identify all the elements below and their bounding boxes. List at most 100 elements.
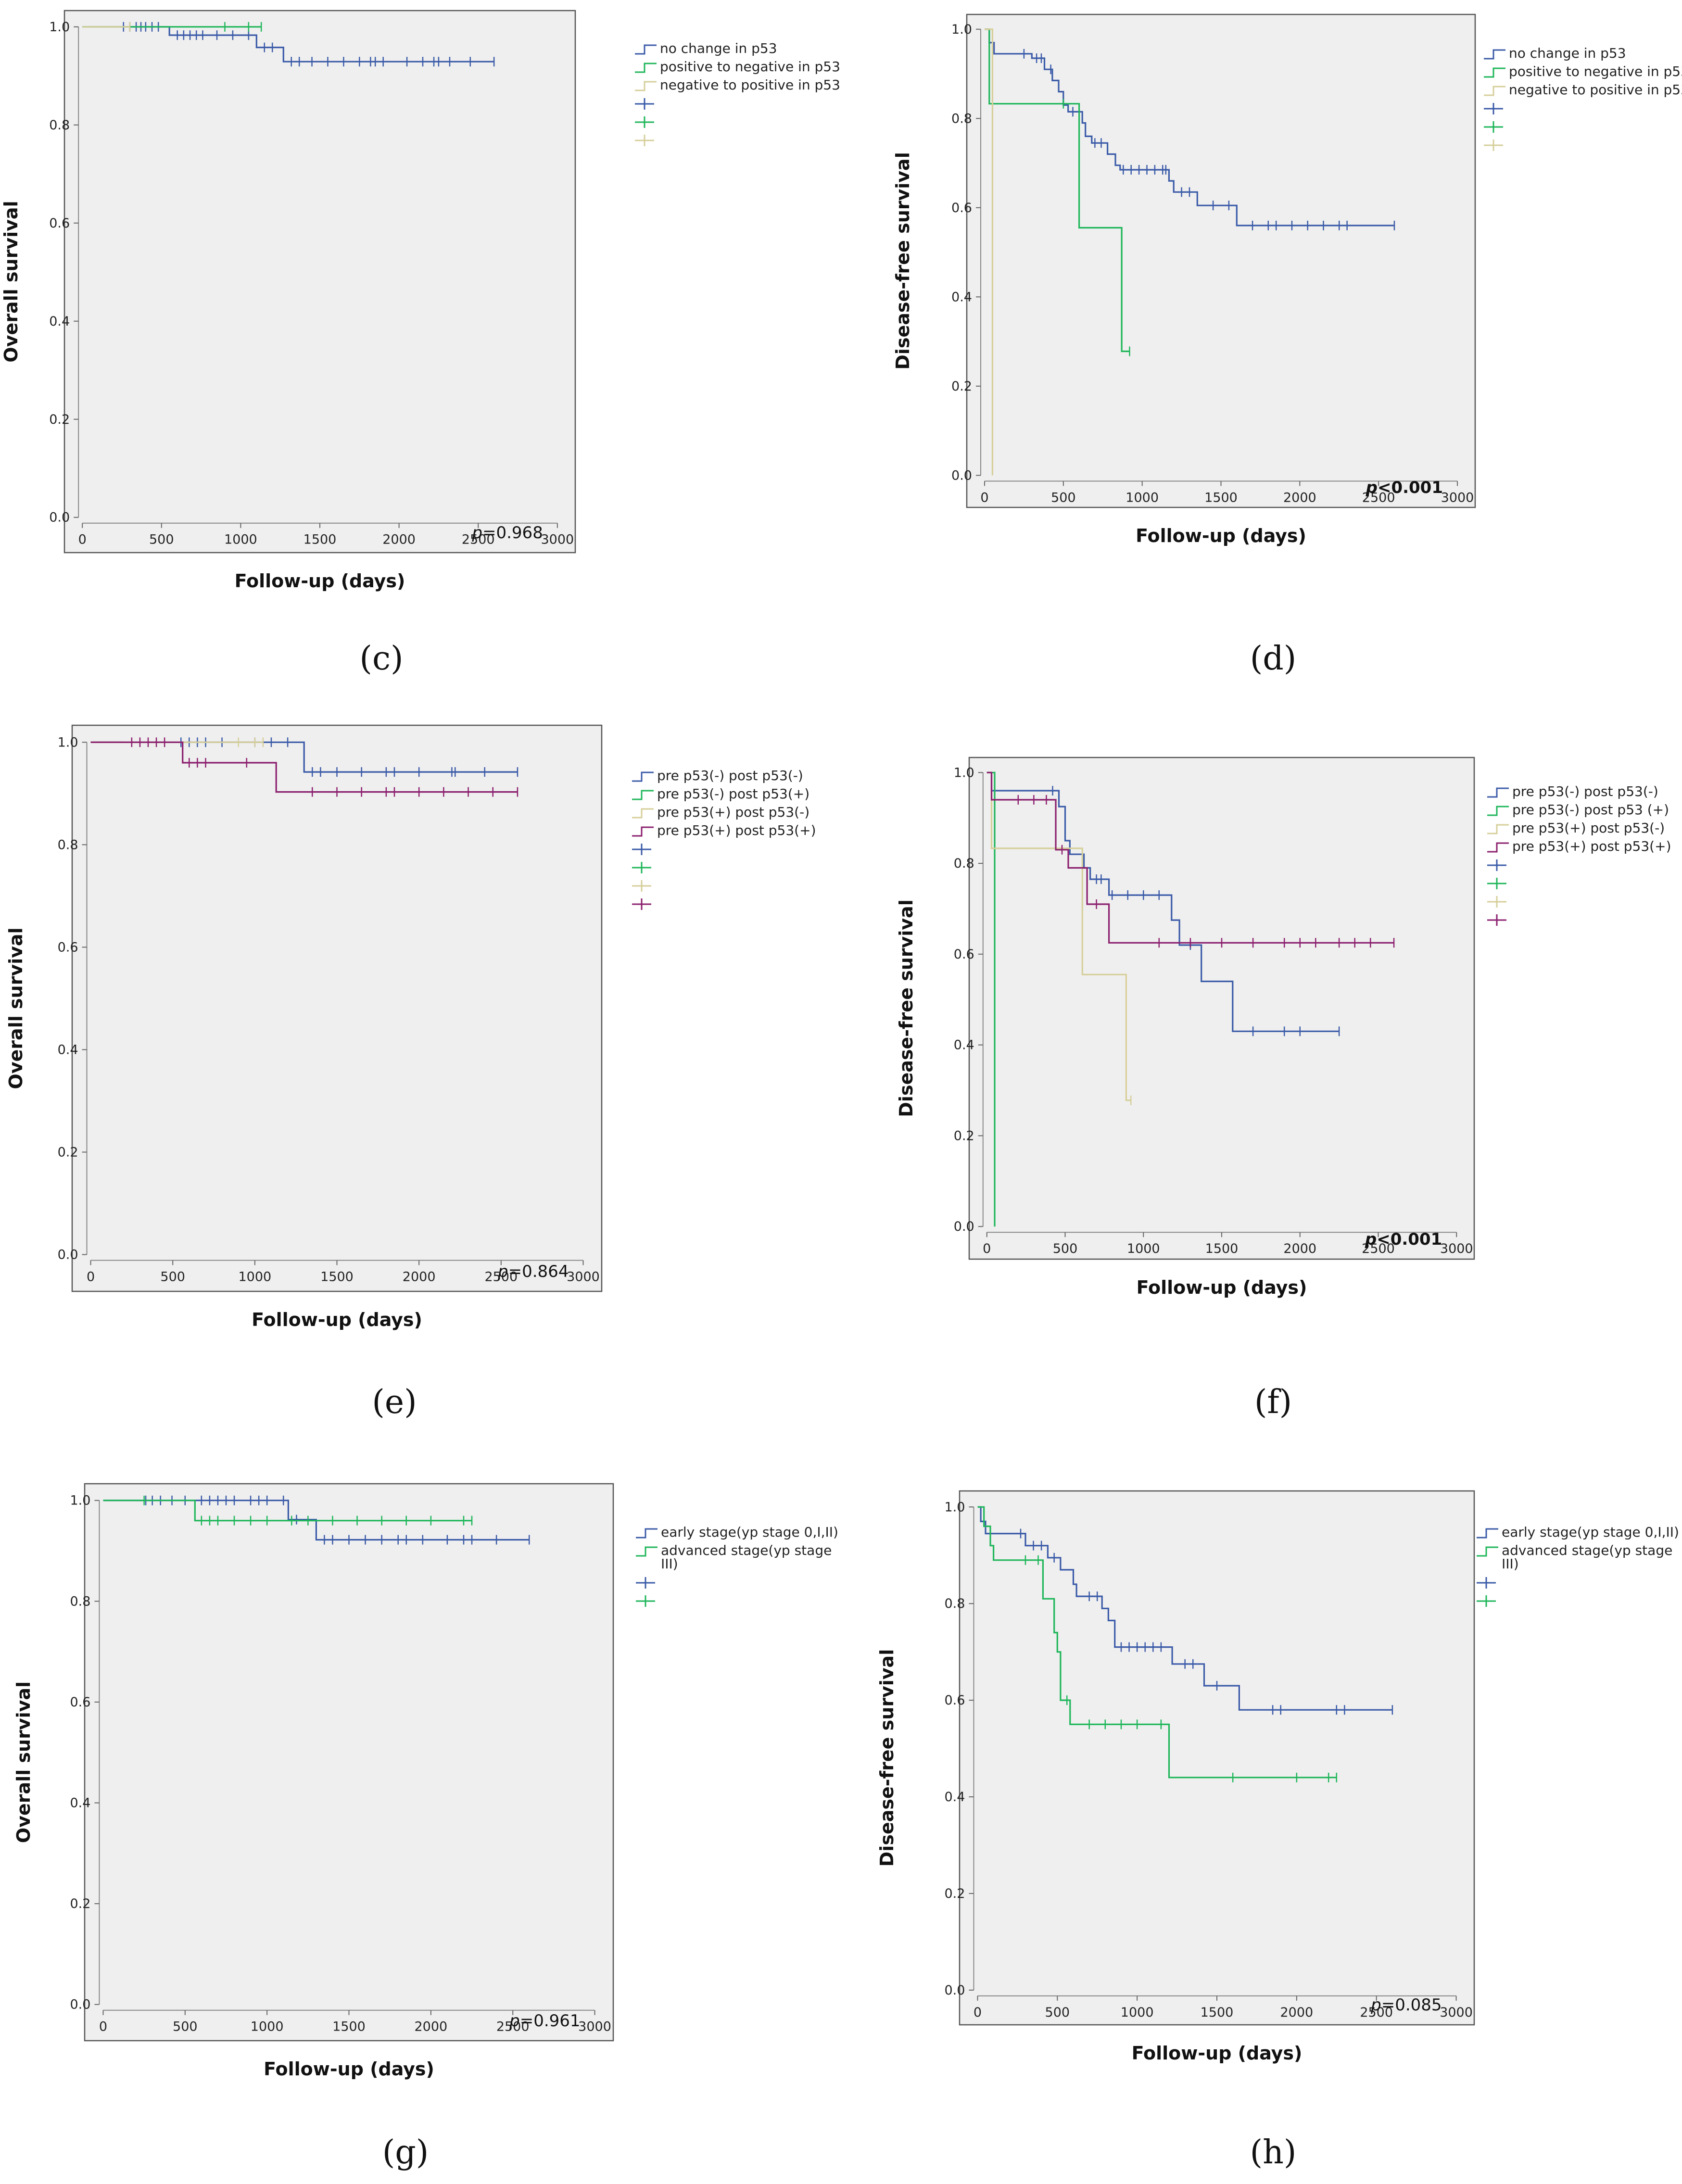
x-tick-label: 500 <box>1053 1241 1078 1256</box>
x-tick-label: 1000 <box>224 532 257 547</box>
panel-label: (e) <box>372 1383 417 1421</box>
y-tick-label: 0.8 <box>954 856 974 871</box>
legend-item <box>1477 1595 1496 1607</box>
p-value-number: <0.001 <box>1377 1230 1442 1249</box>
panel-label: (c) <box>359 640 403 678</box>
legend: no change in p53 positive to negative in … <box>635 40 840 146</box>
legend-label: early stage(yp stage 0,I,II) <box>661 1524 838 1540</box>
y-tick-label: 1.0 <box>58 735 78 750</box>
y-tick-label: 1.0 <box>951 22 972 37</box>
legend-item: pre p53(+) post p53(-) <box>1487 820 1665 836</box>
x-tick-label: 3000 <box>541 532 574 547</box>
y-axis-title: Overall survival <box>5 927 26 1089</box>
series-blue <box>986 771 1340 1036</box>
legend-item <box>1487 878 1506 889</box>
p-value: p=0.864 <box>497 1262 569 1281</box>
legend-line-symbol <box>1487 787 1509 798</box>
y-tick-label: 0.0 <box>49 510 70 525</box>
legend-label: positive to negative in p53 <box>1509 63 1682 79</box>
x-tick-label: 2000 <box>1280 2005 1313 2020</box>
x-tick-label: 2500 <box>484 1269 518 1284</box>
x-tick-label: 1500 <box>332 2020 366 2034</box>
y-tick-label: 0.6 <box>58 940 78 955</box>
survival-curve <box>985 28 993 476</box>
p-value: p=0.961 <box>509 2011 580 2031</box>
p-value-number: =0.961 <box>520 2011 581 2031</box>
legend-label: pre p53(+) post p53(+) <box>1512 838 1671 854</box>
y-tick-label: 0.0 <box>944 1983 965 1998</box>
legend-item: no change in p53 <box>635 40 777 56</box>
y-tick-label: 1.0 <box>944 1500 965 1515</box>
y-tick-label: 0.8 <box>951 111 972 126</box>
legend-item: negative to positive in p53 <box>1484 82 1682 98</box>
legend-item: no change in p53 <box>1484 45 1626 61</box>
x-tick-label: 2500 <box>496 2020 530 2034</box>
plot-area <box>71 724 603 1292</box>
x-tick-label: 3000 <box>1441 490 1474 505</box>
legend-item: pre p53(-) post p53(-) <box>632 768 803 783</box>
x-tick-label: 0 <box>87 1269 95 1284</box>
y-tick-label: 1.0 <box>954 765 974 780</box>
plot-area <box>966 13 1476 508</box>
x-axis-title: Follow-up (days) <box>1132 2043 1303 2064</box>
y-axis: 0.0 0.2 0.4 0.6 0.8 1.0 <box>944 1500 974 1998</box>
x-tick-label: 2000 <box>403 1269 436 1284</box>
x-tick-label: 500 <box>160 1269 185 1284</box>
y-axis: 0.0 0.2 0.4 0.6 0.8 1.0 <box>58 735 88 1262</box>
legend-item <box>1484 121 1503 133</box>
y-tick-label: 1.0 <box>70 1493 91 1508</box>
y-axis: 0.0 0.2 0.4 0.6 0.8 1.0 <box>49 20 79 525</box>
y-tick-label: 0.4 <box>944 1790 965 1805</box>
y-tick-label: 0.2 <box>954 1128 974 1143</box>
y-tick-label: 0.8 <box>58 837 78 852</box>
survival-curve <box>985 28 1394 227</box>
x-tick-label: 1500 <box>304 532 337 547</box>
legend-line-symbol <box>1487 824 1509 834</box>
x-tick-label: 2500 <box>1360 2005 1393 2020</box>
survival-curve <box>977 1506 1392 1711</box>
y-axis-title: Overall survival <box>13 1681 34 1843</box>
p-value-number: =0.968 <box>482 523 543 543</box>
legend-line-symbol <box>1487 806 1509 816</box>
legend-line-symbol <box>1477 1546 1498 1557</box>
x-tick-label: 500 <box>173 2020 198 2034</box>
x-axis: 0 500 1000 1500 2000 2500 3000 <box>99 2009 611 2034</box>
p-value-number: =0.864 <box>508 1262 569 1281</box>
chart-panel-g: 0.0 0.2 0.4 0.6 0.8 1.0 0 500 1000 1500 2000 2500 30… <box>13 1483 838 2171</box>
x-tick-label: 500 <box>1051 490 1076 505</box>
panel-label: (f) <box>1254 1383 1292 1421</box>
legend-line-symbol <box>635 63 657 73</box>
x-tick-label: 0 <box>78 532 87 547</box>
legend-label: negative to positive in p53 <box>1509 82 1682 98</box>
series-tan <box>82 22 131 32</box>
y-tick-label: 0.6 <box>944 1693 965 1708</box>
legend-item <box>1477 1577 1496 1589</box>
x-tick-label: 2500 <box>1362 490 1395 505</box>
x-axis-title: Follow-up (days) <box>252 1309 422 1330</box>
y-tick-label: 0.6 <box>954 947 974 962</box>
x-tick-label: 2000 <box>1283 1241 1316 1256</box>
x-tick-label: 1500 <box>320 1269 354 1284</box>
y-tick-label: 0.0 <box>58 1247 78 1262</box>
y-tick-label: 0.0 <box>954 1219 974 1234</box>
x-axis: 0 500 1000 1500 2000 2500 3000 <box>983 1232 1473 1256</box>
legend-label: negative to positive in p53 <box>660 77 840 93</box>
survival-curve <box>103 1500 472 1522</box>
x-tick-label: 2000 <box>414 2020 447 2034</box>
y-tick-label: 0.8 <box>70 1594 91 1609</box>
x-tick-label: 3000 <box>567 1269 600 1284</box>
panel-label: (g) <box>382 2134 429 2171</box>
survival-curve <box>82 26 494 63</box>
y-tick-label: 0.4 <box>58 1042 78 1057</box>
x-tick-label: 1500 <box>1205 1241 1239 1256</box>
series-blue <box>977 1506 1393 1715</box>
legend-item <box>1487 896 1506 908</box>
legend-label: pre p53(+) post p53(+) <box>657 822 816 838</box>
y-tick-label: 0.0 <box>951 468 972 483</box>
legend-line-symbol <box>1484 67 1505 78</box>
legend-label: positive to negative in p53 <box>660 59 840 75</box>
legend-item: pre p53(+) post p53(+) <box>632 822 816 838</box>
legend-line-symbol <box>635 81 657 91</box>
x-axis: 0 500 1000 1500 2000 2500 3000 <box>87 1260 600 1284</box>
